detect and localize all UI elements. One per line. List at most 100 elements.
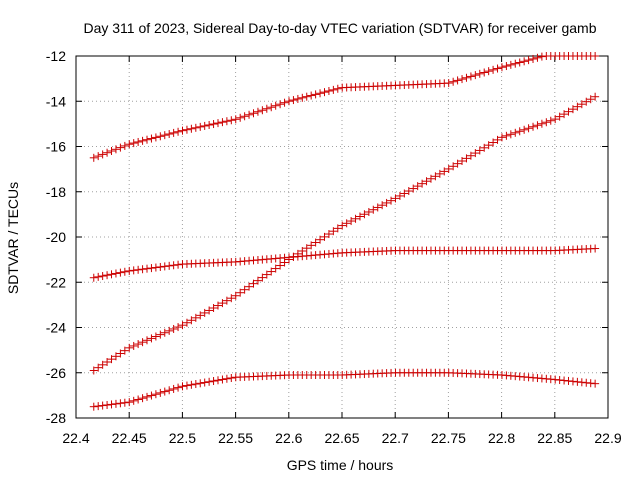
data-point — [98, 401, 107, 410]
data-point — [333, 224, 342, 233]
axes — [75, 55, 609, 419]
data-point — [160, 131, 169, 140]
data-point — [89, 153, 98, 162]
y-tick-label: -12 — [46, 48, 66, 64]
data-point — [151, 263, 160, 272]
data-point — [324, 230, 333, 239]
x-tick-label: 22.9 — [594, 430, 621, 446]
data-point — [160, 387, 169, 396]
data-point — [497, 133, 506, 142]
data-point — [520, 125, 529, 134]
data-point — [267, 267, 276, 276]
data-point — [200, 308, 209, 317]
data-point — [134, 265, 143, 274]
data-point — [387, 196, 396, 205]
data-point — [409, 184, 418, 193]
data-point — [129, 341, 138, 350]
data-point — [214, 119, 223, 128]
data-point — [497, 63, 506, 72]
data-point — [276, 100, 285, 109]
data-point — [360, 210, 369, 219]
data-point — [182, 381, 191, 390]
data-point — [143, 135, 152, 144]
data-point — [400, 189, 409, 198]
data-point — [227, 374, 236, 383]
data-point — [466, 72, 475, 81]
data-point — [156, 132, 165, 141]
data-point — [529, 54, 538, 63]
data-point — [156, 262, 165, 271]
data-point — [489, 65, 498, 74]
data-point — [231, 291, 240, 300]
data-point — [116, 268, 125, 277]
x-axis-title: GPS time / hours — [287, 457, 394, 473]
data-point — [355, 212, 364, 221]
data-point — [418, 179, 427, 188]
data-point — [493, 64, 502, 73]
data-point — [134, 340, 143, 349]
x-tick-label: 22.85 — [537, 430, 572, 446]
data-point — [240, 112, 249, 121]
data-point — [293, 94, 302, 103]
data-point — [196, 122, 205, 131]
data-point — [129, 396, 138, 405]
data-point — [449, 162, 458, 171]
data-point — [151, 390, 160, 399]
data-point — [316, 235, 325, 244]
data-point — [582, 97, 591, 106]
data-point — [564, 107, 573, 116]
data-point — [378, 201, 387, 210]
data-point — [307, 91, 316, 100]
data-point — [493, 135, 502, 144]
data-point — [555, 112, 564, 121]
data-point — [511, 128, 520, 137]
data-point — [338, 221, 347, 230]
data-point — [156, 330, 165, 339]
data-point — [89, 273, 98, 282]
data-point — [537, 119, 546, 128]
data-point — [577, 100, 586, 109]
data-point — [520, 57, 529, 66]
data-point — [262, 104, 271, 113]
data-point — [169, 128, 178, 137]
data-point — [267, 103, 276, 112]
data-point — [209, 120, 218, 129]
data-point — [187, 316, 196, 325]
tick-labels: 22.4 22.45 22.5 22.55 22.6 22.65 22.7 22.75 22.8… — [46, 48, 622, 446]
data-point — [537, 52, 546, 61]
data-point — [125, 266, 134, 275]
data-point — [147, 134, 156, 143]
data-point — [165, 130, 174, 139]
data-point — [151, 332, 160, 341]
y-tick-label: -26 — [46, 365, 66, 381]
data-point — [107, 355, 116, 364]
data-point — [324, 87, 333, 96]
data-point — [506, 130, 515, 139]
data-point — [174, 383, 183, 392]
data-point — [143, 392, 152, 401]
data-point — [94, 363, 103, 372]
data-point — [178, 126, 187, 135]
data-point — [196, 311, 205, 320]
data-point — [205, 377, 214, 386]
data-point — [200, 378, 209, 387]
data-point — [591, 379, 600, 388]
data-point — [347, 217, 356, 226]
data-point — [515, 127, 524, 136]
y-axis-title: SDTVAR / TECUs — [5, 182, 21, 294]
data-point — [364, 207, 373, 216]
data-point — [218, 299, 227, 308]
data-point — [218, 375, 227, 384]
data-point — [280, 98, 289, 107]
data-point — [471, 149, 480, 158]
data-point — [231, 115, 240, 124]
x-tick-label: 22.75 — [431, 430, 466, 446]
data-point — [382, 198, 391, 207]
data-point — [435, 169, 444, 178]
data-point — [196, 379, 205, 388]
data-point — [484, 141, 493, 150]
data-point — [120, 398, 129, 407]
data-point — [271, 264, 280, 273]
data-point — [471, 71, 480, 80]
data-point — [89, 402, 98, 411]
